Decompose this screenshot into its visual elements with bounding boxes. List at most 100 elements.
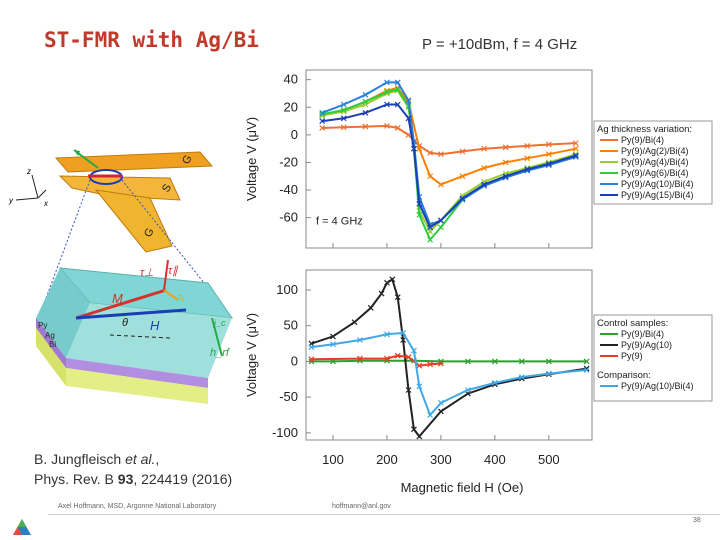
data-point	[330, 333, 336, 340]
data-point	[357, 355, 363, 362]
chart-frame	[305, 69, 593, 249]
y-axis-label: Voltage V (μV)	[244, 117, 259, 201]
x-tick-label: 200	[376, 452, 398, 467]
chart-frame	[305, 269, 593, 441]
data-point	[394, 352, 401, 359]
vector-label-tau-perp: τ⊥	[140, 267, 154, 279]
layer-label-ag: Ag	[45, 331, 55, 340]
data-point	[405, 387, 412, 393]
data-point	[384, 331, 390, 338]
vector-label-theta: θ	[122, 317, 128, 329]
data-point	[319, 125, 326, 131]
data-point	[362, 91, 369, 98]
data-point	[572, 140, 579, 147]
series-line	[311, 354, 441, 367]
series-line	[322, 89, 577, 234]
device-schematic: G S G z y x τ⊥ τ∥ τ₁ M H θ h_rf j_c Py A…	[8, 149, 234, 404]
data-point	[416, 362, 423, 369]
data-point	[518, 374, 525, 381]
data-point	[427, 224, 434, 231]
legend-entry: Py(9)/Ag(6)/Bi(4)	[621, 168, 689, 178]
data-point	[362, 109, 369, 116]
data-point	[459, 195, 466, 202]
data-point	[572, 145, 579, 152]
y-tick-label: 0	[291, 353, 298, 368]
y-tick-label: 40	[284, 72, 298, 87]
footer-author: Axel Hoffmann, MSD, Argonne National Lab…	[58, 503, 217, 510]
vector-label-tau-1: τ₁	[178, 292, 184, 302]
data-point	[340, 107, 347, 113]
data-point	[491, 358, 498, 365]
ground-contact-lower	[94, 189, 173, 253]
data-point	[437, 408, 444, 415]
legend-entry: Py(9)/Ag(10)/Bi(4)	[621, 381, 694, 391]
data-point	[394, 86, 401, 93]
x-tick-label: 100	[322, 452, 344, 467]
data-point	[502, 173, 509, 180]
data-point	[319, 118, 326, 124]
data-point	[502, 159, 509, 166]
y-tick-label: -60	[279, 210, 298, 225]
layer-label-py: Py	[38, 321, 47, 330]
legend-entry: Py(9)/Ag(15)/Bi(4)	[621, 190, 694, 200]
series-line	[321, 86, 576, 186]
data-point	[411, 347, 417, 354]
axis-label-y: y	[8, 196, 14, 205]
legend-entry: Py(9)/Bi(4)	[621, 329, 664, 339]
legend-entry: Py(9)/Bi(4)	[621, 135, 664, 145]
data-point	[437, 360, 444, 367]
data-point	[437, 181, 444, 188]
data-point	[437, 399, 444, 406]
data-point	[524, 142, 531, 149]
legend-entry: Py(9)/Ag(2)/Bi(4)	[621, 146, 689, 156]
data-point	[545, 370, 552, 377]
citation: B. Jungfleisch et al., Phys. Rev. B 93, …	[34, 451, 233, 487]
data-point	[416, 200, 423, 207]
data-point	[524, 166, 531, 173]
data-point	[367, 304, 374, 311]
legend-title: Comparison:	[597, 370, 651, 381]
data-point	[459, 173, 466, 180]
data-point	[502, 144, 509, 151]
y-tick-label: -40	[279, 182, 298, 197]
data-point	[427, 412, 434, 418]
y-tick-label: 50	[284, 318, 298, 333]
legend-entry: Py(9)/Ag(10)	[621, 340, 672, 350]
y-tick-label: 0	[291, 127, 298, 142]
data-point	[357, 337, 363, 343]
data-point	[405, 354, 412, 361]
data-point	[340, 115, 347, 122]
series-line	[311, 359, 587, 363]
field-vector	[75, 308, 187, 320]
y-tick-label: -20	[279, 154, 298, 169]
vector-label-m: M	[112, 291, 123, 306]
footer-divider	[48, 514, 720, 515]
data-point	[384, 279, 390, 286]
data-point	[362, 123, 369, 130]
legend-title: Control samples:	[597, 318, 668, 329]
data-point	[524, 155, 531, 162]
data-point	[319, 109, 326, 116]
data-point	[384, 101, 390, 108]
legend-entry: Py(9)	[621, 351, 643, 361]
data-point	[583, 358, 590, 365]
series-line	[322, 124, 576, 156]
y-tick-label: 20	[284, 99, 298, 114]
page-number: 38	[693, 517, 701, 524]
data-point	[340, 101, 347, 108]
data-point	[464, 387, 471, 393]
data-point	[394, 125, 401, 131]
data-point	[340, 124, 347, 131]
y-tick-label: 100	[276, 282, 298, 297]
vector-label-h: H	[150, 318, 160, 333]
series-line	[321, 81, 577, 226]
data-point	[427, 149, 434, 156]
data-point	[572, 152, 579, 159]
magnetization-vector	[75, 288, 167, 320]
axis-label-z: z	[26, 167, 31, 176]
data-point	[411, 145, 417, 152]
y-tick-label: -50	[279, 389, 298, 404]
y-tick-label: -100	[272, 425, 298, 440]
data-point	[394, 101, 401, 108]
data-point	[491, 379, 498, 386]
